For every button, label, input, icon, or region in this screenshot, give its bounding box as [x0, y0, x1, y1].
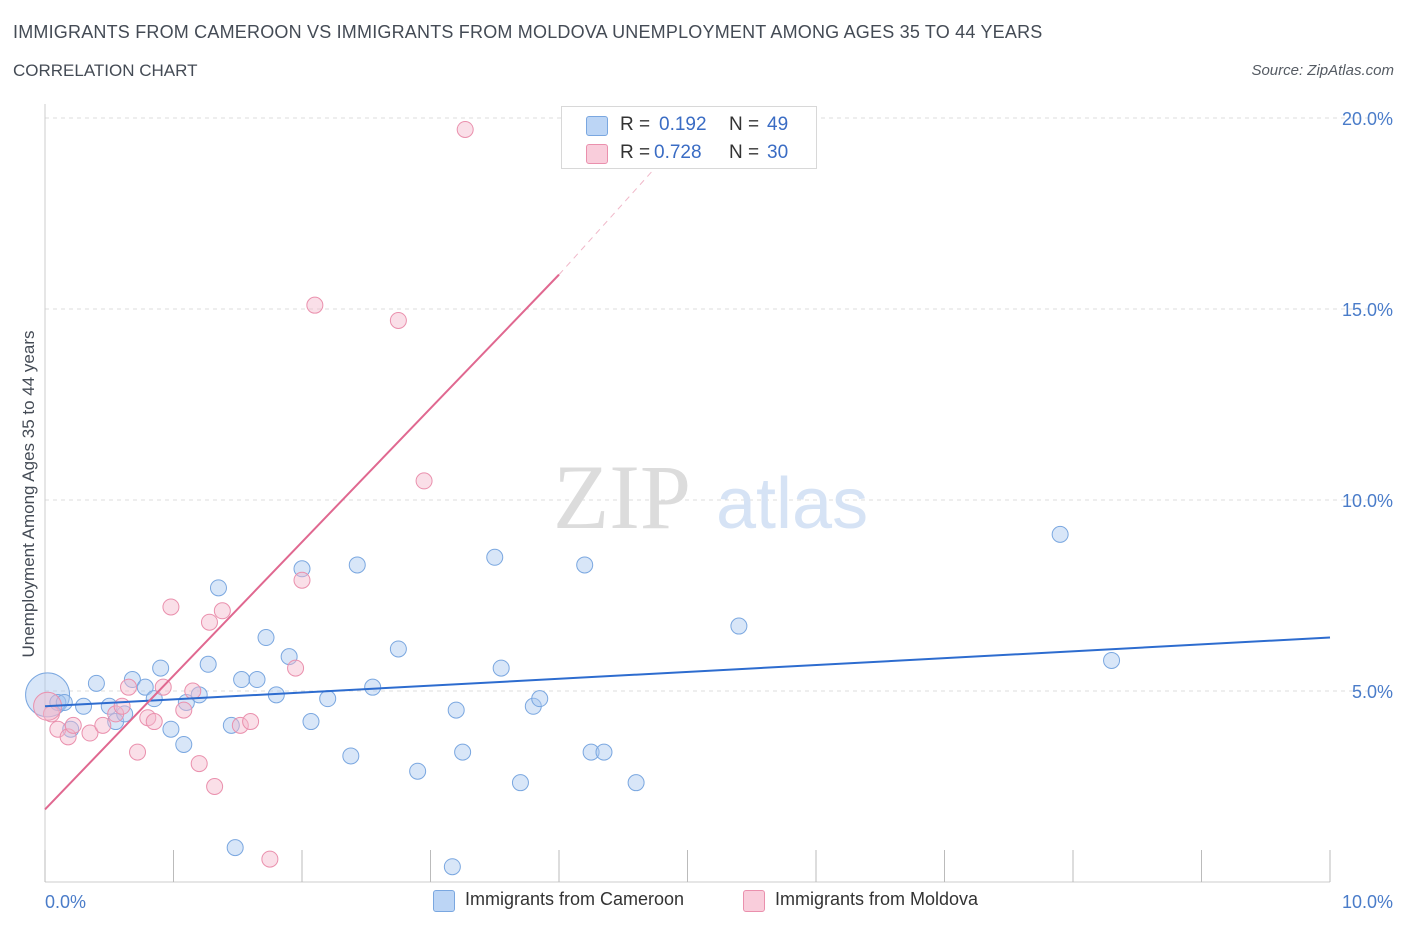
bottom-legend-label-cameroon: Immigrants from Cameroon	[465, 889, 685, 909]
cameroon-point	[486, 548, 504, 566]
y-axis-label: Unemployment Among Ages 35 to 44 years	[19, 331, 38, 658]
moldova-point	[120, 678, 138, 696]
cameroon-point	[248, 671, 266, 689]
legend-n-value-moldova: 30	[767, 142, 789, 163]
x-tick-label: 0.0%	[45, 892, 86, 912]
cameroon-point	[492, 659, 510, 677]
legend-r-label: R =	[620, 114, 651, 135]
bottom-legend-swatch-moldova	[743, 890, 765, 912]
cameroon-point	[199, 655, 217, 673]
moldova-point	[206, 778, 224, 795]
legend-swatch-cameroon	[586, 116, 608, 136]
moldova-point	[64, 716, 82, 734]
bottom-legend-swatch-cameroon	[433, 890, 455, 912]
cameroon-point	[123, 671, 141, 689]
legend-r-label: R =	[620, 142, 651, 163]
cameroon-point	[443, 858, 461, 876]
y-tick-label: 5.0%	[1352, 682, 1393, 702]
cameroon-point	[152, 659, 170, 677]
chart-title: IMMIGRANTS FROM CAMEROON VS IMMIGRANTS F…	[13, 22, 1043, 42]
moldova-point	[94, 716, 112, 734]
legend-n-label: N =	[729, 114, 760, 135]
cameroon-point	[595, 743, 613, 761]
moldova-point	[175, 701, 193, 719]
cameroon-point	[389, 640, 407, 658]
cameroon-point	[233, 671, 251, 689]
cameroon-point	[454, 743, 472, 761]
legend-r-value-moldova: 0.728	[654, 142, 702, 163]
trend-line-moldova-extension	[558, 167, 656, 275]
chart-subtitle: CORRELATION CHART	[13, 61, 198, 80]
cameroon-point	[162, 720, 180, 738]
cameroon-point	[1051, 525, 1069, 543]
moldova-point	[261, 850, 279, 868]
grid-layer	[45, 117, 1370, 692]
legend-r-value-cameroon: 0.192	[659, 114, 707, 135]
legend-n-label: N =	[729, 142, 760, 163]
trend-line-cameroon	[44, 636, 1331, 708]
cameroon-point	[409, 762, 427, 780]
cameroon-point	[175, 735, 193, 753]
moldova-point	[145, 713, 163, 731]
cameroon-point	[257, 629, 275, 647]
moldova-point	[415, 472, 433, 490]
moldova-point	[231, 716, 249, 734]
y-tick-label: 20.0%	[1342, 109, 1393, 129]
moldova-point	[389, 311, 407, 329]
cameroon-point	[364, 678, 382, 696]
cameroon-point	[319, 690, 337, 708]
cameroon-point	[226, 839, 244, 857]
moldova-point	[81, 724, 99, 742]
moldova-point	[162, 598, 180, 616]
moldova-point	[184, 682, 202, 700]
trend-line-moldova	[44, 273, 560, 811]
cameroon-point	[145, 690, 163, 708]
moldova-point	[287, 659, 305, 677]
y-tick-label: 15.0%	[1342, 300, 1393, 320]
cameroon-point	[576, 556, 594, 574]
moldova-point	[190, 755, 208, 773]
watermark-zip: ZIP	[553, 446, 691, 548]
bottom-legend-label-moldova: Immigrants from Moldova	[775, 889, 979, 909]
moldova-point	[293, 571, 311, 589]
x-tick-label: 10.0%	[1342, 892, 1393, 912]
legend-n-value-cameroon: 49	[767, 114, 789, 135]
moldova-point	[129, 743, 147, 761]
cameroon-point	[627, 774, 645, 792]
cameroon-point	[511, 774, 529, 792]
moldova-point	[200, 613, 218, 631]
cameroon-point	[302, 713, 320, 731]
axis-layer	[44, 104, 1331, 883]
correlation-legend: R = 0.192 N = 49 R = 0.728 N = 30	[561, 106, 817, 169]
cameroon-point	[87, 674, 105, 692]
cameroon-point	[730, 617, 748, 635]
moldova-point	[213, 602, 231, 620]
cameroon-point	[136, 678, 154, 696]
legend-swatch-moldova	[586, 144, 608, 164]
tick-layer: 5.0% 10.0% 15.0% 20.0% 0.0% 10.0%	[45, 109, 1393, 912]
moldova-point	[456, 120, 474, 138]
cameroon-point	[222, 716, 240, 734]
cameroon-point	[209, 579, 227, 597]
watermark: ZIP atlas	[553, 446, 868, 548]
cameroon-point	[447, 701, 465, 719]
trend-layer	[44, 167, 1331, 811]
y-tick-label: 10.0%	[1342, 491, 1393, 511]
moldova-point	[306, 296, 324, 314]
cameroon-point	[348, 556, 366, 574]
watermark-atlas: atlas	[716, 464, 868, 544]
cameroon-point	[75, 697, 93, 715]
cameroon-point	[531, 690, 549, 708]
source-credit: Source: ZipAtlas.com	[1251, 62, 1394, 79]
cameroon-point	[1103, 651, 1121, 669]
cameroon-point	[582, 743, 600, 761]
moldova-point	[113, 697, 131, 715]
cameroon-point	[342, 747, 360, 765]
moldova-point	[242, 713, 260, 731]
